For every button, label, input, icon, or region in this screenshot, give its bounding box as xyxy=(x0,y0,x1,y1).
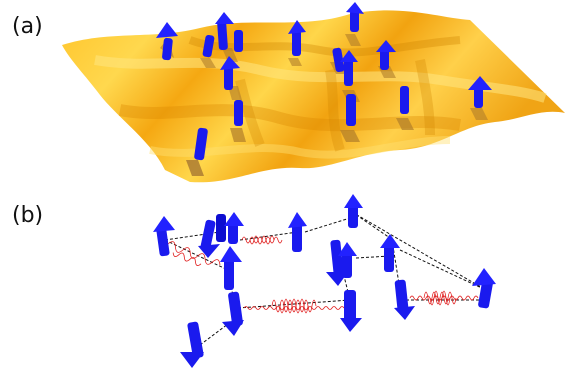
spin-up-arrow xyxy=(224,212,244,244)
spin-down-arrow xyxy=(394,279,415,320)
surface-ridge xyxy=(94,55,547,103)
surface-panel-a xyxy=(62,10,565,183)
network-panel-b xyxy=(153,194,496,368)
panel-label-b: (b) xyxy=(12,203,44,228)
spin-up-arrow xyxy=(472,268,496,309)
spin-up-arrow xyxy=(153,216,175,257)
spin-up-arrow xyxy=(380,234,400,272)
spin-up-arrow xyxy=(220,56,242,100)
spin-up-arrow xyxy=(220,246,242,290)
surface-ridge xyxy=(235,78,265,147)
spin-up-arrow xyxy=(215,12,238,62)
spin-up-arrow xyxy=(288,20,306,66)
wavy-surface xyxy=(62,10,565,183)
spin-down-arrow xyxy=(396,86,414,130)
spin-up-arrow xyxy=(468,76,492,120)
spin-down-arrow xyxy=(340,94,360,142)
spin-down-arrow xyxy=(330,47,348,74)
wave-packet xyxy=(409,290,479,306)
spin-up-arrow xyxy=(376,40,396,78)
spin-up-arrow xyxy=(288,212,307,252)
spin-up-arrow xyxy=(200,34,216,68)
spin-up-arrow xyxy=(234,30,243,52)
spin-down-arrow xyxy=(180,321,204,368)
spin-up-arrow xyxy=(156,22,178,61)
spin-down-arrow xyxy=(186,127,208,176)
panel-label-a: (a) xyxy=(12,14,43,39)
spin-down-arrow xyxy=(340,290,362,332)
surface-ridge xyxy=(325,69,345,152)
spin-up-arrow xyxy=(338,242,357,278)
spins-panel-a xyxy=(156,2,492,176)
spin-down-arrow xyxy=(230,100,246,142)
spin-down-arrow xyxy=(216,214,226,242)
spin-up-arrow xyxy=(345,2,364,46)
wave-packet xyxy=(243,298,345,314)
wave-packet xyxy=(167,241,221,266)
spin-down-arrow xyxy=(198,219,220,258)
spin-down-arrow xyxy=(222,291,244,336)
wave-packet xyxy=(241,235,283,245)
spin-up-arrow xyxy=(344,194,363,228)
surface-ridge xyxy=(415,59,435,136)
